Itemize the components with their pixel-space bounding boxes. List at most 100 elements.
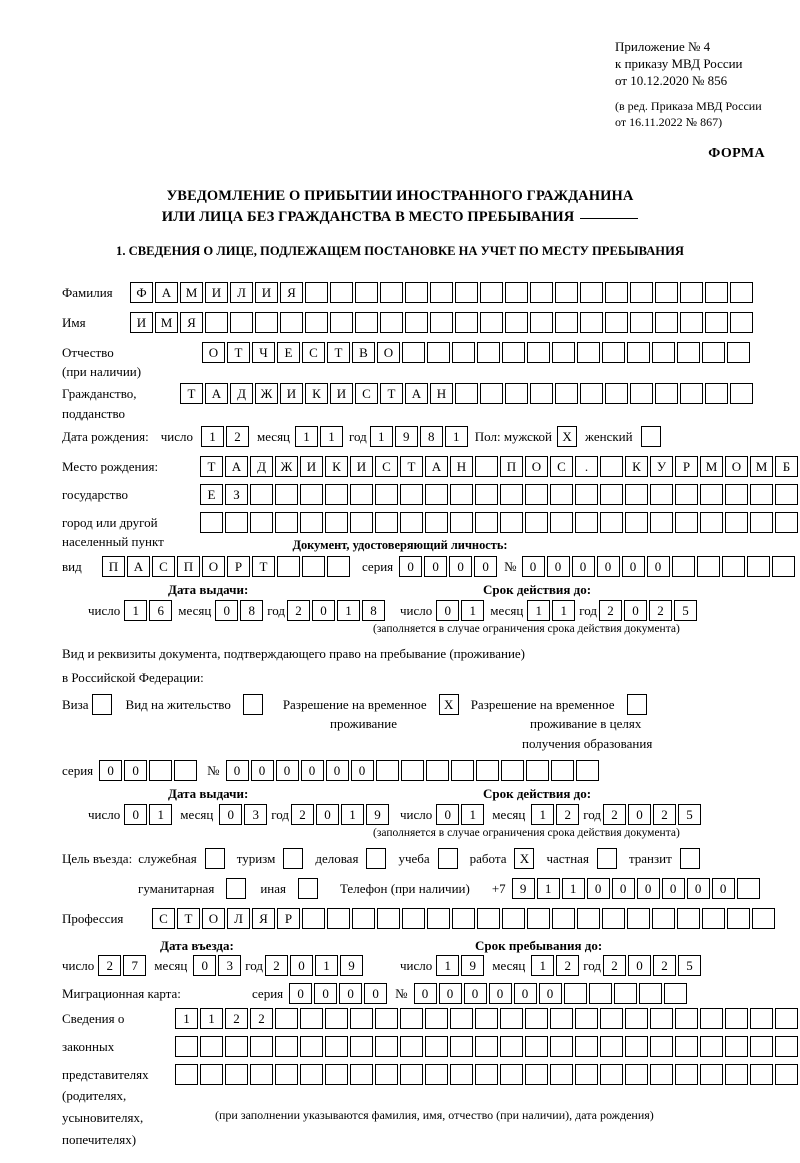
cell[interactable]: А (205, 383, 228, 404)
cell[interactable]: 0 (325, 760, 349, 781)
cell[interactable]: 3 (218, 955, 242, 976)
cell[interactable] (355, 312, 378, 333)
cell[interactable] (475, 760, 499, 781)
cell[interactable]: 0 (399, 556, 423, 577)
cell[interactable] (552, 342, 575, 363)
cell[interactable] (380, 312, 403, 333)
cell[interactable]: 8 (362, 600, 386, 621)
cell[interactable]: 2 (653, 804, 677, 825)
cell[interactable]: П (500, 456, 523, 477)
cell[interactable] (630, 282, 653, 303)
cell[interactable] (500, 1008, 523, 1029)
cell[interactable] (625, 1064, 648, 1085)
cell[interactable]: Т (327, 342, 350, 363)
cell[interactable]: 0 (124, 804, 148, 825)
cell[interactable]: 5 (674, 600, 698, 621)
cell[interactable]: 2 (599, 600, 623, 621)
cell[interactable] (655, 312, 678, 333)
cell[interactable]: 8 (240, 600, 264, 621)
cell[interactable]: У (650, 456, 673, 477)
cell[interactable]: Д (250, 456, 273, 477)
cell[interactable]: 0 (636, 878, 660, 899)
cell[interactable]: 0 (225, 760, 249, 781)
cell[interactable] (205, 312, 228, 333)
cell[interactable] (675, 1036, 698, 1057)
cell[interactable] (588, 983, 612, 1004)
cell[interactable] (275, 1008, 298, 1029)
cell[interactable]: 1 (337, 600, 361, 621)
cell[interactable] (605, 282, 628, 303)
cell[interactable] (305, 312, 328, 333)
cell[interactable] (400, 512, 423, 533)
cell[interactable]: 0 (219, 804, 243, 825)
cell[interactable] (250, 484, 273, 505)
cell[interactable] (452, 908, 475, 929)
cell[interactable]: 5 (678, 804, 702, 825)
cell[interactable]: 3 (244, 804, 268, 825)
cell[interactable] (402, 342, 425, 363)
cell[interactable]: 0 (436, 600, 460, 621)
cell[interactable] (350, 1064, 373, 1085)
cell[interactable] (325, 512, 348, 533)
cell[interactable]: 0 (513, 983, 537, 1004)
cell[interactable] (750, 1008, 773, 1029)
cell[interactable]: 0 (350, 760, 374, 781)
cell[interactable] (175, 1036, 198, 1057)
cell[interactable] (675, 1064, 698, 1085)
cell[interactable] (613, 983, 637, 1004)
cell[interactable] (427, 342, 450, 363)
cell[interactable]: 0 (314, 983, 338, 1004)
cell[interactable] (775, 1008, 798, 1029)
cell[interactable] (663, 983, 687, 1004)
cell[interactable] (627, 908, 650, 929)
cell[interactable]: 1 (552, 600, 576, 621)
cell[interactable] (750, 512, 773, 533)
cell[interactable] (727, 342, 750, 363)
cell[interactable]: 1 (369, 426, 393, 447)
cell[interactable] (330, 312, 353, 333)
cell[interactable]: О (725, 456, 748, 477)
sex-male-checkbox[interactable]: X (557, 426, 578, 447)
cell[interactable]: 0 (300, 760, 324, 781)
cell[interactable]: 0 (463, 983, 487, 1004)
cell[interactable]: А (425, 456, 448, 477)
cell[interactable]: А (405, 383, 428, 404)
cell[interactable] (675, 512, 698, 533)
cell[interactable] (700, 1064, 723, 1085)
cell[interactable] (575, 760, 599, 781)
cell[interactable]: 0 (546, 556, 570, 577)
cell[interactable] (630, 383, 653, 404)
cell[interactable] (400, 1064, 423, 1085)
cell[interactable] (425, 760, 449, 781)
cell[interactable] (530, 383, 553, 404)
cell[interactable]: 0 (364, 983, 388, 1004)
visa-checkbox[interactable] (91, 694, 112, 715)
cell[interactable]: 9 (366, 804, 390, 825)
cell[interactable] (702, 908, 725, 929)
cell[interactable]: С (550, 456, 573, 477)
cell[interactable] (500, 1064, 523, 1085)
cell[interactable]: Ф (130, 282, 153, 303)
cell[interactable] (602, 908, 625, 929)
cell[interactable]: Т (180, 383, 203, 404)
cell[interactable] (475, 512, 498, 533)
cell[interactable]: П (102, 556, 125, 577)
cell[interactable]: Н (450, 456, 473, 477)
cell[interactable] (600, 512, 623, 533)
cell[interactable]: 0 (711, 878, 735, 899)
cell[interactable]: 0 (193, 955, 217, 976)
cell[interactable]: 1 (561, 878, 585, 899)
cell[interactable] (350, 1036, 373, 1057)
cell[interactable] (330, 282, 353, 303)
cell[interactable] (375, 760, 399, 781)
cell[interactable] (500, 760, 524, 781)
